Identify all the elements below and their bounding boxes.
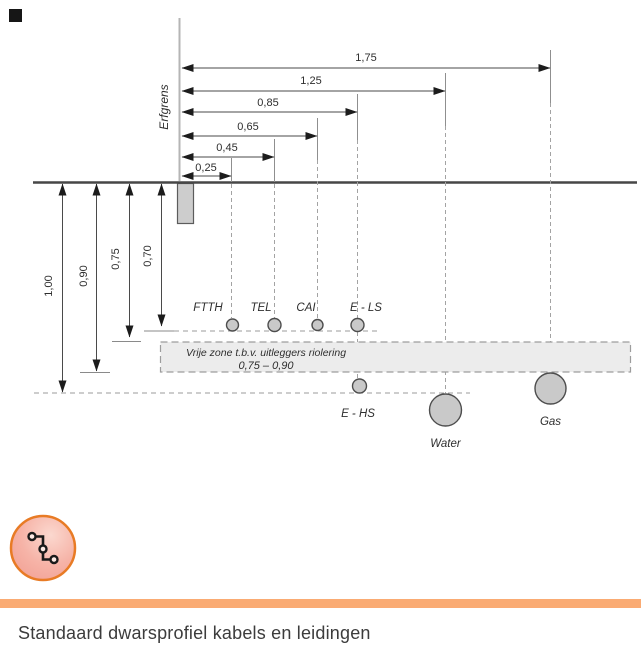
corner-marker: [9, 9, 22, 22]
e-ls-circle: [350, 317, 365, 333]
boundary-label: Erfgrens: [157, 84, 171, 129]
accent-bar: [0, 599, 641, 608]
offset-label-025: 0,25: [195, 162, 216, 174]
free-zone-text-line1: Vrije zone t.b.v. uitleggers riolering: [186, 347, 346, 359]
e-hs-label: E - HS: [341, 408, 375, 420]
depth-label-070: 0,70: [142, 245, 154, 266]
cai-circle: [311, 318, 324, 332]
horizontal-dimensions: 0,25 0,45 0,65 0,85 1,25 1,75: [181, 52, 551, 180]
reference-lines: [231, 50, 551, 393]
tel-label: TEL: [250, 302, 271, 314]
e-ls-label: E - LS: [350, 302, 382, 314]
gas-circle: [534, 372, 567, 405]
free-zone: Vrije zone t.b.v. uitleggers riolering 0…: [159, 341, 632, 373]
utility-network-icon-svg: [9, 514, 77, 582]
page-title: Standaard dwarsprofiel kabels en leiding…: [18, 623, 371, 643]
water-circle: [428, 393, 463, 427]
depth-label-075: 0,75: [110, 248, 122, 269]
cai-label: CAI: [296, 302, 316, 314]
free-zone-text-line2: 0,75 – 0,90: [238, 360, 294, 372]
deep-utilities: E - HS Water Gas: [341, 372, 567, 450]
offset-label-175: 1,75: [355, 52, 376, 64]
ftth-label: FTTH: [193, 302, 223, 314]
ftth-circle: [225, 318, 240, 332]
offset-label-125: 1,25: [300, 75, 321, 87]
depth-label-090: 0,90: [78, 265, 90, 286]
depth-label-100: 1,00: [43, 275, 55, 296]
offset-label-065: 0,65: [237, 121, 258, 133]
tel-circle: [267, 317, 282, 333]
boundary-post: [176, 182, 195, 225]
shallow-utilities: FTTH TEL CAI E - LS: [193, 302, 382, 333]
utility-network-icon[interactable]: [8, 513, 78, 583]
water-label: Water: [430, 438, 462, 450]
offset-label-085: 0,85: [257, 97, 278, 109]
e-hs-circle: [351, 378, 368, 394]
gas-label: Gas: [540, 416, 561, 428]
offset-label-045: 0,45: [216, 142, 237, 154]
vertical-dimensions: 1,00 0,90 0,75 0,70: [43, 183, 166, 393]
